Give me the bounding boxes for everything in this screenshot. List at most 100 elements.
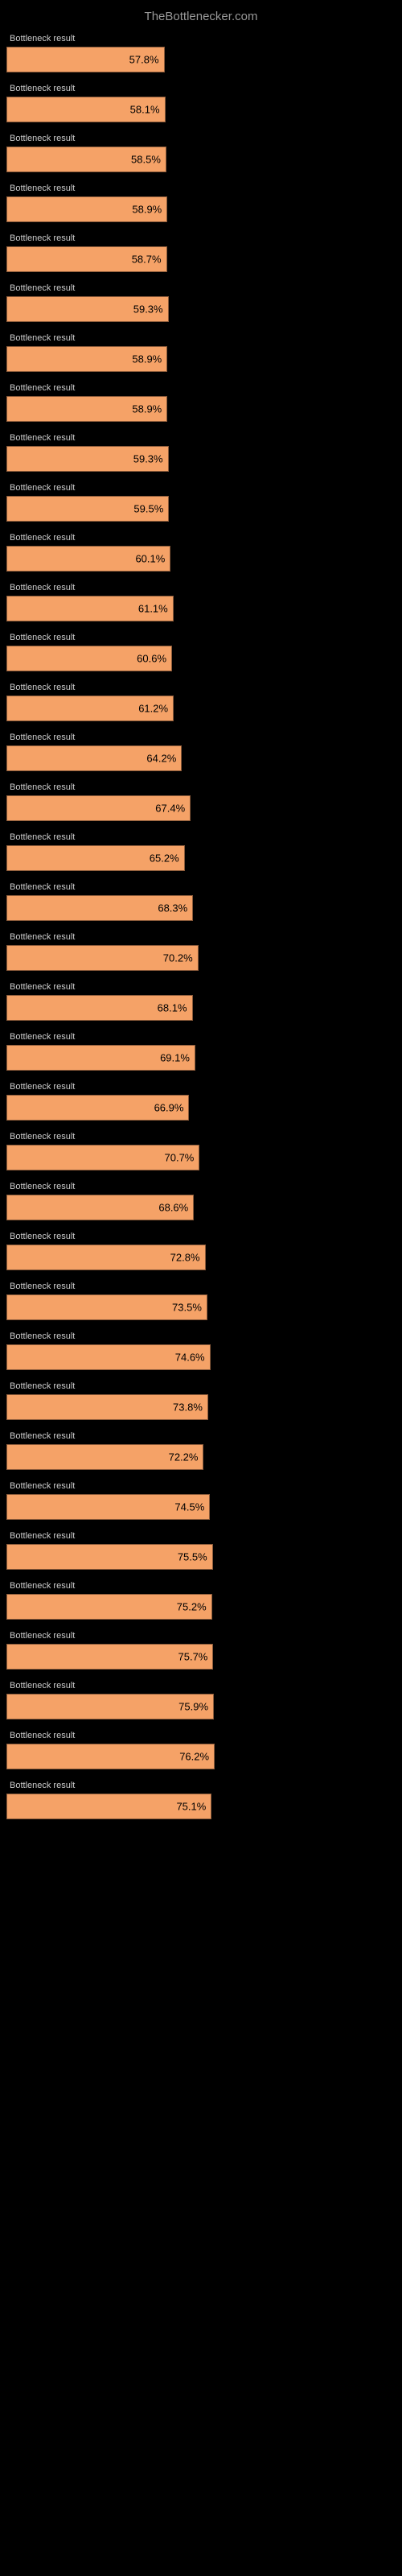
bar-value: 68.1%: [158, 1002, 187, 1014]
bar-label: Bottleneck result: [6, 882, 396, 892]
bar-label: Bottleneck result: [6, 1232, 396, 1241]
bar-value: 59.3%: [133, 453, 163, 465]
bar-value: 72.8%: [170, 1252, 200, 1264]
bar-row: Bottleneck result74.5%: [6, 1481, 396, 1520]
bar-track: 70.2%: [6, 945, 280, 971]
bar-row: Bottleneck result 60.6%: [6, 633, 396, 671]
bar-track: 69.1%: [6, 1045, 280, 1071]
bar-track: 75.2%: [6, 1594, 280, 1620]
bar-label: Bottleneck result: [6, 383, 396, 393]
bar-label: Bottleneck result: [6, 1531, 396, 1541]
bar-row: Bottleneck result58.7%: [6, 233, 396, 272]
bar-fill: 68.6%: [6, 1195, 194, 1220]
bar-label: Bottleneck result: [6, 1132, 396, 1141]
bar-label: Bottleneck result: [6, 782, 396, 792]
bar-track: 60.1%: [6, 546, 280, 572]
bar-label: Bottleneck result: [6, 1032, 396, 1042]
bar-fill: 58.7%: [6, 246, 167, 272]
bar-label: Bottleneck result: [6, 134, 396, 143]
bar-value: 57.8%: [129, 54, 159, 66]
bar-value: 60.6%: [137, 653, 166, 665]
bar-row: Bottleneck result 57.8%: [6, 34, 396, 72]
bar-row: Bottleneck result 75.5%: [6, 1531, 396, 1570]
bar-fill: 58.1%: [6, 97, 166, 122]
bar-label: Bottleneck result: [6, 1282, 396, 1291]
bar-track: 58.1%: [6, 97, 280, 122]
bar-row: Bottleneck result 58.1%: [6, 84, 396, 122]
bar-label: Bottleneck result: [6, 982, 396, 992]
bar-value: 76.2%: [179, 1751, 209, 1763]
bar-fill: 66.9%: [6, 1095, 189, 1121]
bar-track: 59.3%: [6, 296, 280, 322]
bar-fill: 73.8%: [6, 1394, 208, 1420]
bar-row: Bottleneck result75.9%: [6, 1681, 396, 1719]
bar-row: Bottleneck result58.9%: [6, 333, 396, 372]
bar-label: Bottleneck result: [6, 283, 396, 293]
bar-row: Bottleneck result74.6%: [6, 1331, 396, 1370]
bar-track: 60.6%: [6, 646, 280, 671]
bar-row: Bottleneck result75.2%: [6, 1581, 396, 1620]
bar-label: Bottleneck result: [6, 832, 396, 842]
bar-fill: 65.2%: [6, 845, 185, 871]
bar-label: Bottleneck result: [6, 1431, 396, 1441]
bar-value: 67.4%: [155, 803, 185, 815]
bar-row: Bottleneck result60.1%: [6, 533, 396, 572]
bar-row: Bottleneck result 68.3%: [6, 882, 396, 921]
bar-fill: 59.3%: [6, 446, 169, 472]
bar-fill: 72.8%: [6, 1245, 206, 1270]
bar-value: 75.5%: [178, 1551, 207, 1563]
bar-label: Bottleneck result: [6, 683, 396, 692]
bar-value: 74.6%: [175, 1352, 205, 1364]
bar-fill: 73.5%: [6, 1294, 207, 1320]
bar-fill: 75.5%: [6, 1544, 213, 1570]
bar-fill: 61.2%: [6, 696, 174, 721]
bar-fill: 59.5%: [6, 496, 169, 522]
bar-value: 59.3%: [133, 303, 163, 316]
bar-row: Bottleneck result58.9%: [6, 184, 396, 222]
bar-fill: 75.9%: [6, 1694, 214, 1719]
bars-container: Bottleneck result57.8%Bottleneck result5…: [3, 34, 399, 1819]
bar-track: 75.1%: [6, 1794, 280, 1819]
bar-track: 72.2%: [6, 1444, 280, 1470]
bar-track: 68.3%: [6, 895, 280, 921]
bar-fill: 67.4%: [6, 795, 191, 821]
bar-label: Bottleneck result: [6, 84, 396, 93]
bar-fill: 58.9%: [6, 196, 167, 222]
bar-value: 68.6%: [158, 1202, 188, 1214]
bar-fill: 72.2%: [6, 1444, 203, 1470]
bar-label: Bottleneck result: [6, 733, 396, 742]
bar-row: Bottleneck result70.7%: [6, 1132, 396, 1170]
bar-row: Bottleneck result 68.1%: [6, 982, 396, 1021]
bar-label: Bottleneck result: [6, 1381, 396, 1391]
bar-row: Bottleneck result 75.1%: [6, 1781, 396, 1819]
bar-value: 69.1%: [160, 1052, 190, 1064]
bar-track: 75.5%: [6, 1544, 280, 1570]
bar-value: 73.8%: [173, 1402, 203, 1414]
bar-fill: 74.5%: [6, 1494, 210, 1520]
bar-label: Bottleneck result: [6, 333, 396, 343]
bar-label: Bottleneck result: [6, 1731, 396, 1740]
bar-row: Bottleneck result70.2%: [6, 932, 396, 971]
bar-track: 58.9%: [6, 396, 280, 422]
bar-row: Bottleneck result 58.9%: [6, 383, 396, 422]
bar-track: 58.5%: [6, 147, 280, 172]
bar-track: 66.9%: [6, 1095, 280, 1121]
bar-label: Bottleneck result: [6, 1082, 396, 1092]
bar-track: 59.5%: [6, 496, 280, 522]
bar-value: 61.2%: [138, 703, 168, 715]
bar-track: 75.7%: [6, 1644, 280, 1670]
bar-fill: 76.2%: [6, 1744, 215, 1769]
bar-label: Bottleneck result: [6, 34, 396, 43]
bar-track: 58.7%: [6, 246, 280, 272]
bar-fill: 58.9%: [6, 396, 167, 422]
bar-row: Bottleneck result 66.9%: [6, 1082, 396, 1121]
bar-label: Bottleneck result: [6, 1781, 396, 1790]
bar-fill: 68.1%: [6, 995, 193, 1021]
bar-fill: 75.2%: [6, 1594, 212, 1620]
bar-track: 76.2%: [6, 1744, 280, 1769]
bar-track: 64.2%: [6, 745, 280, 771]
bar-track: 59.3%: [6, 446, 280, 472]
bar-label: Bottleneck result: [6, 633, 396, 642]
bar-track: 58.9%: [6, 196, 280, 222]
bar-track: 74.6%: [6, 1344, 280, 1370]
